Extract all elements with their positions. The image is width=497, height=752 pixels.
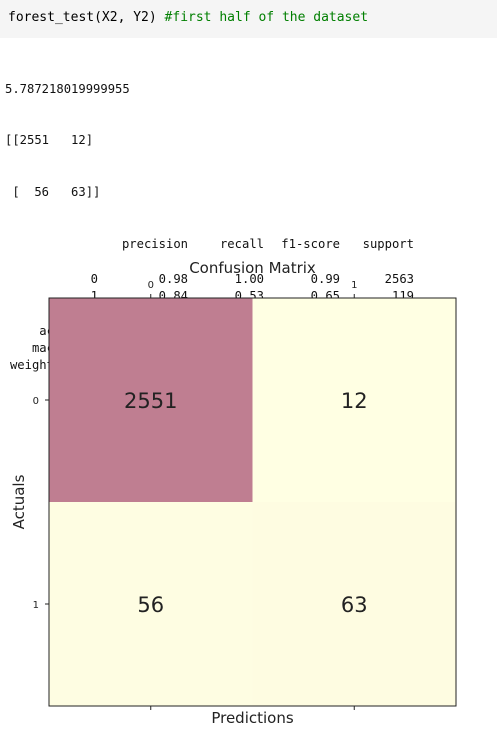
code-comment: #first half of the dataset xyxy=(164,10,369,25)
x-tick-label: 0 xyxy=(148,280,154,291)
matrix-cell xyxy=(252,502,456,706)
f1-score-value: 0.99 xyxy=(310,271,340,286)
matrix-cell-value: 2551 xyxy=(124,389,177,413)
matrix-cell xyxy=(49,298,253,502)
row-label: 1 xyxy=(90,289,98,304)
y-tick-label: 0 xyxy=(33,396,39,407)
report-header: precision recall f1-score support xyxy=(5,236,425,253)
matrix-cell xyxy=(49,502,253,706)
runtime-value: 5.787218019999955 xyxy=(5,81,130,96)
x-tick-label: 1 xyxy=(351,280,357,291)
report-header-f1-score: f1-score xyxy=(281,237,340,252)
matrix-cell xyxy=(252,298,456,502)
chart-title: Confusion Matrix xyxy=(189,259,316,277)
x-axis-label: Predictions xyxy=(211,709,294,727)
report-row: 0 0.98 1.00 0.99 2563 xyxy=(5,271,425,288)
support-value: 2563 xyxy=(384,271,414,286)
recall-value: 1.00 xyxy=(234,271,264,286)
code-input[interactable]: forest_test(X2, Y2) #first half of the d… xyxy=(8,10,368,26)
y-tick-label: 1 xyxy=(33,600,39,611)
plot-frame xyxy=(48,297,457,707)
precision-value: 0.98 xyxy=(158,271,188,286)
matrix-line-2: [ 56 63]] xyxy=(5,185,101,200)
y-axis-label: Actuals xyxy=(10,474,28,529)
report-header-support: support xyxy=(362,237,414,252)
matrix-cell-value: 63 xyxy=(341,593,368,617)
matrix-cell-value: 12 xyxy=(341,389,368,413)
code-input-cell[interactable]: forest_test(X2, Y2) #first half of the d… xyxy=(0,0,497,38)
row-label: 0 xyxy=(90,271,98,286)
matrix-cell-value: 56 xyxy=(137,593,164,617)
code-text: forest_test(X2, Y2) xyxy=(8,10,165,25)
report-header-precision: precision xyxy=(121,237,188,252)
report-header-recall: recall xyxy=(219,237,264,252)
matrix-line-1: [[2551 12] xyxy=(5,133,94,148)
